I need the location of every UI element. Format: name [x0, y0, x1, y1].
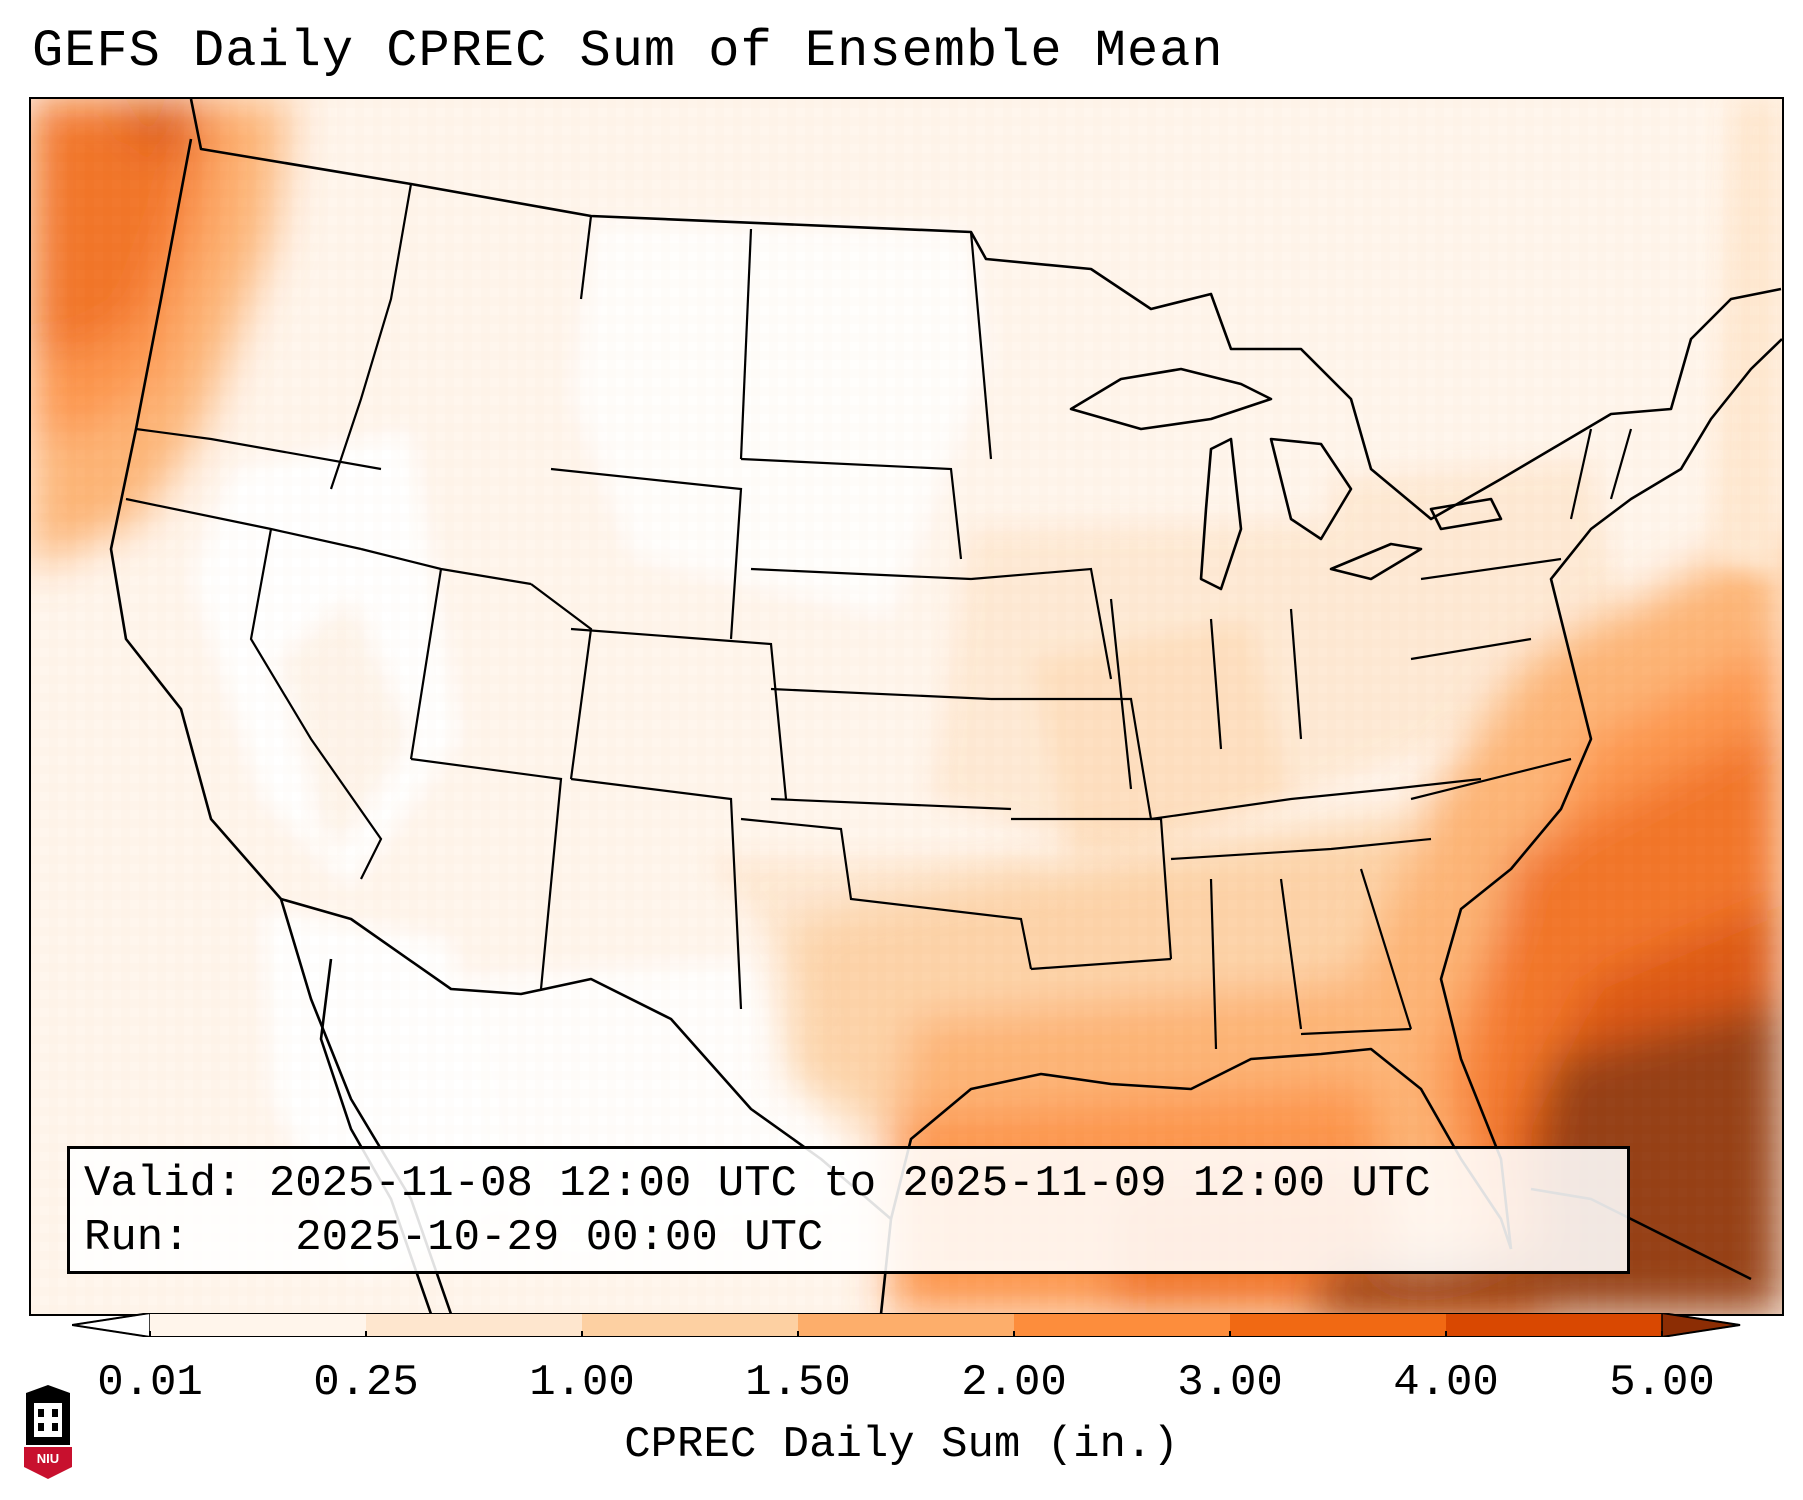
colorbar-tick-label: 4.00: [1393, 1358, 1499, 1408]
valid-label: Valid:: [84, 1159, 243, 1209]
colorbar-tick-label: 2.00: [961, 1358, 1067, 1408]
atlantic-coast: [1439, 338, 1782, 1250]
chart-title: GEFS Daily CPREC Sum of Ensemble Mean: [32, 22, 1224, 81]
colorbar-segment: [1230, 1313, 1446, 1337]
precipitation-map: [31, 99, 1782, 1314]
colorbar-outline: [72, 1313, 1741, 1337]
niu-logo-icon: NIU: [24, 1385, 72, 1479]
colorbar-tick-label: 0.25: [313, 1358, 419, 1408]
west-coast: [109, 138, 453, 1314]
valid-text: 2025-11-08 12:00 UTC to 2025-11-09 12:00…: [268, 1159, 1431, 1209]
precip-field: [31, 99, 1782, 1314]
colorbar-extend-low: [72, 1313, 151, 1337]
lake-huron: [1269, 437, 1353, 541]
colorbar-segment: [582, 1313, 798, 1337]
logo-text: NIU: [37, 1451, 59, 1466]
colorbar-segment: [366, 1313, 582, 1337]
colorbar-segment: [1014, 1313, 1230, 1337]
colorbar-tick-label: 3.00: [1177, 1358, 1283, 1408]
colorbar-segment: [798, 1313, 1014, 1337]
map-panel: [29, 97, 1784, 1316]
lake-michigan: [1199, 437, 1243, 591]
colorbar-tick-label: 0.01: [97, 1358, 203, 1408]
logo-tower: [34, 1403, 62, 1437]
colorbar: [72, 1313, 1741, 1337]
mexico-us-border: [280, 897, 892, 1220]
state-lines: [125, 183, 1633, 1050]
colorbar-extend-high: [1661, 1313, 1741, 1337]
lake-erie: [1329, 542, 1423, 581]
colorbar-tick-label: 1.00: [529, 1358, 635, 1408]
colorbar-tick-label: 1.50: [745, 1358, 851, 1408]
logo-band: [24, 1447, 72, 1479]
colorbar-tick-label: 5.00: [1609, 1358, 1715, 1408]
colorbar-label: CPREC Daily Sum (in.): [624, 1420, 1179, 1470]
run-label: Run:: [84, 1213, 190, 1263]
colorbar-segment: [150, 1313, 366, 1337]
canada-us-border: [189, 99, 1782, 521]
colorbar-segment: [1446, 1313, 1662, 1337]
lake-ontario: [1429, 497, 1503, 531]
lake-superior: [1069, 367, 1273, 431]
run-text: 2025-10-29 00:00 UTC: [295, 1213, 824, 1263]
validity-info-box: Valid: 2025-11-08 12:00 UTC to 2025-11-0…: [67, 1146, 1630, 1274]
